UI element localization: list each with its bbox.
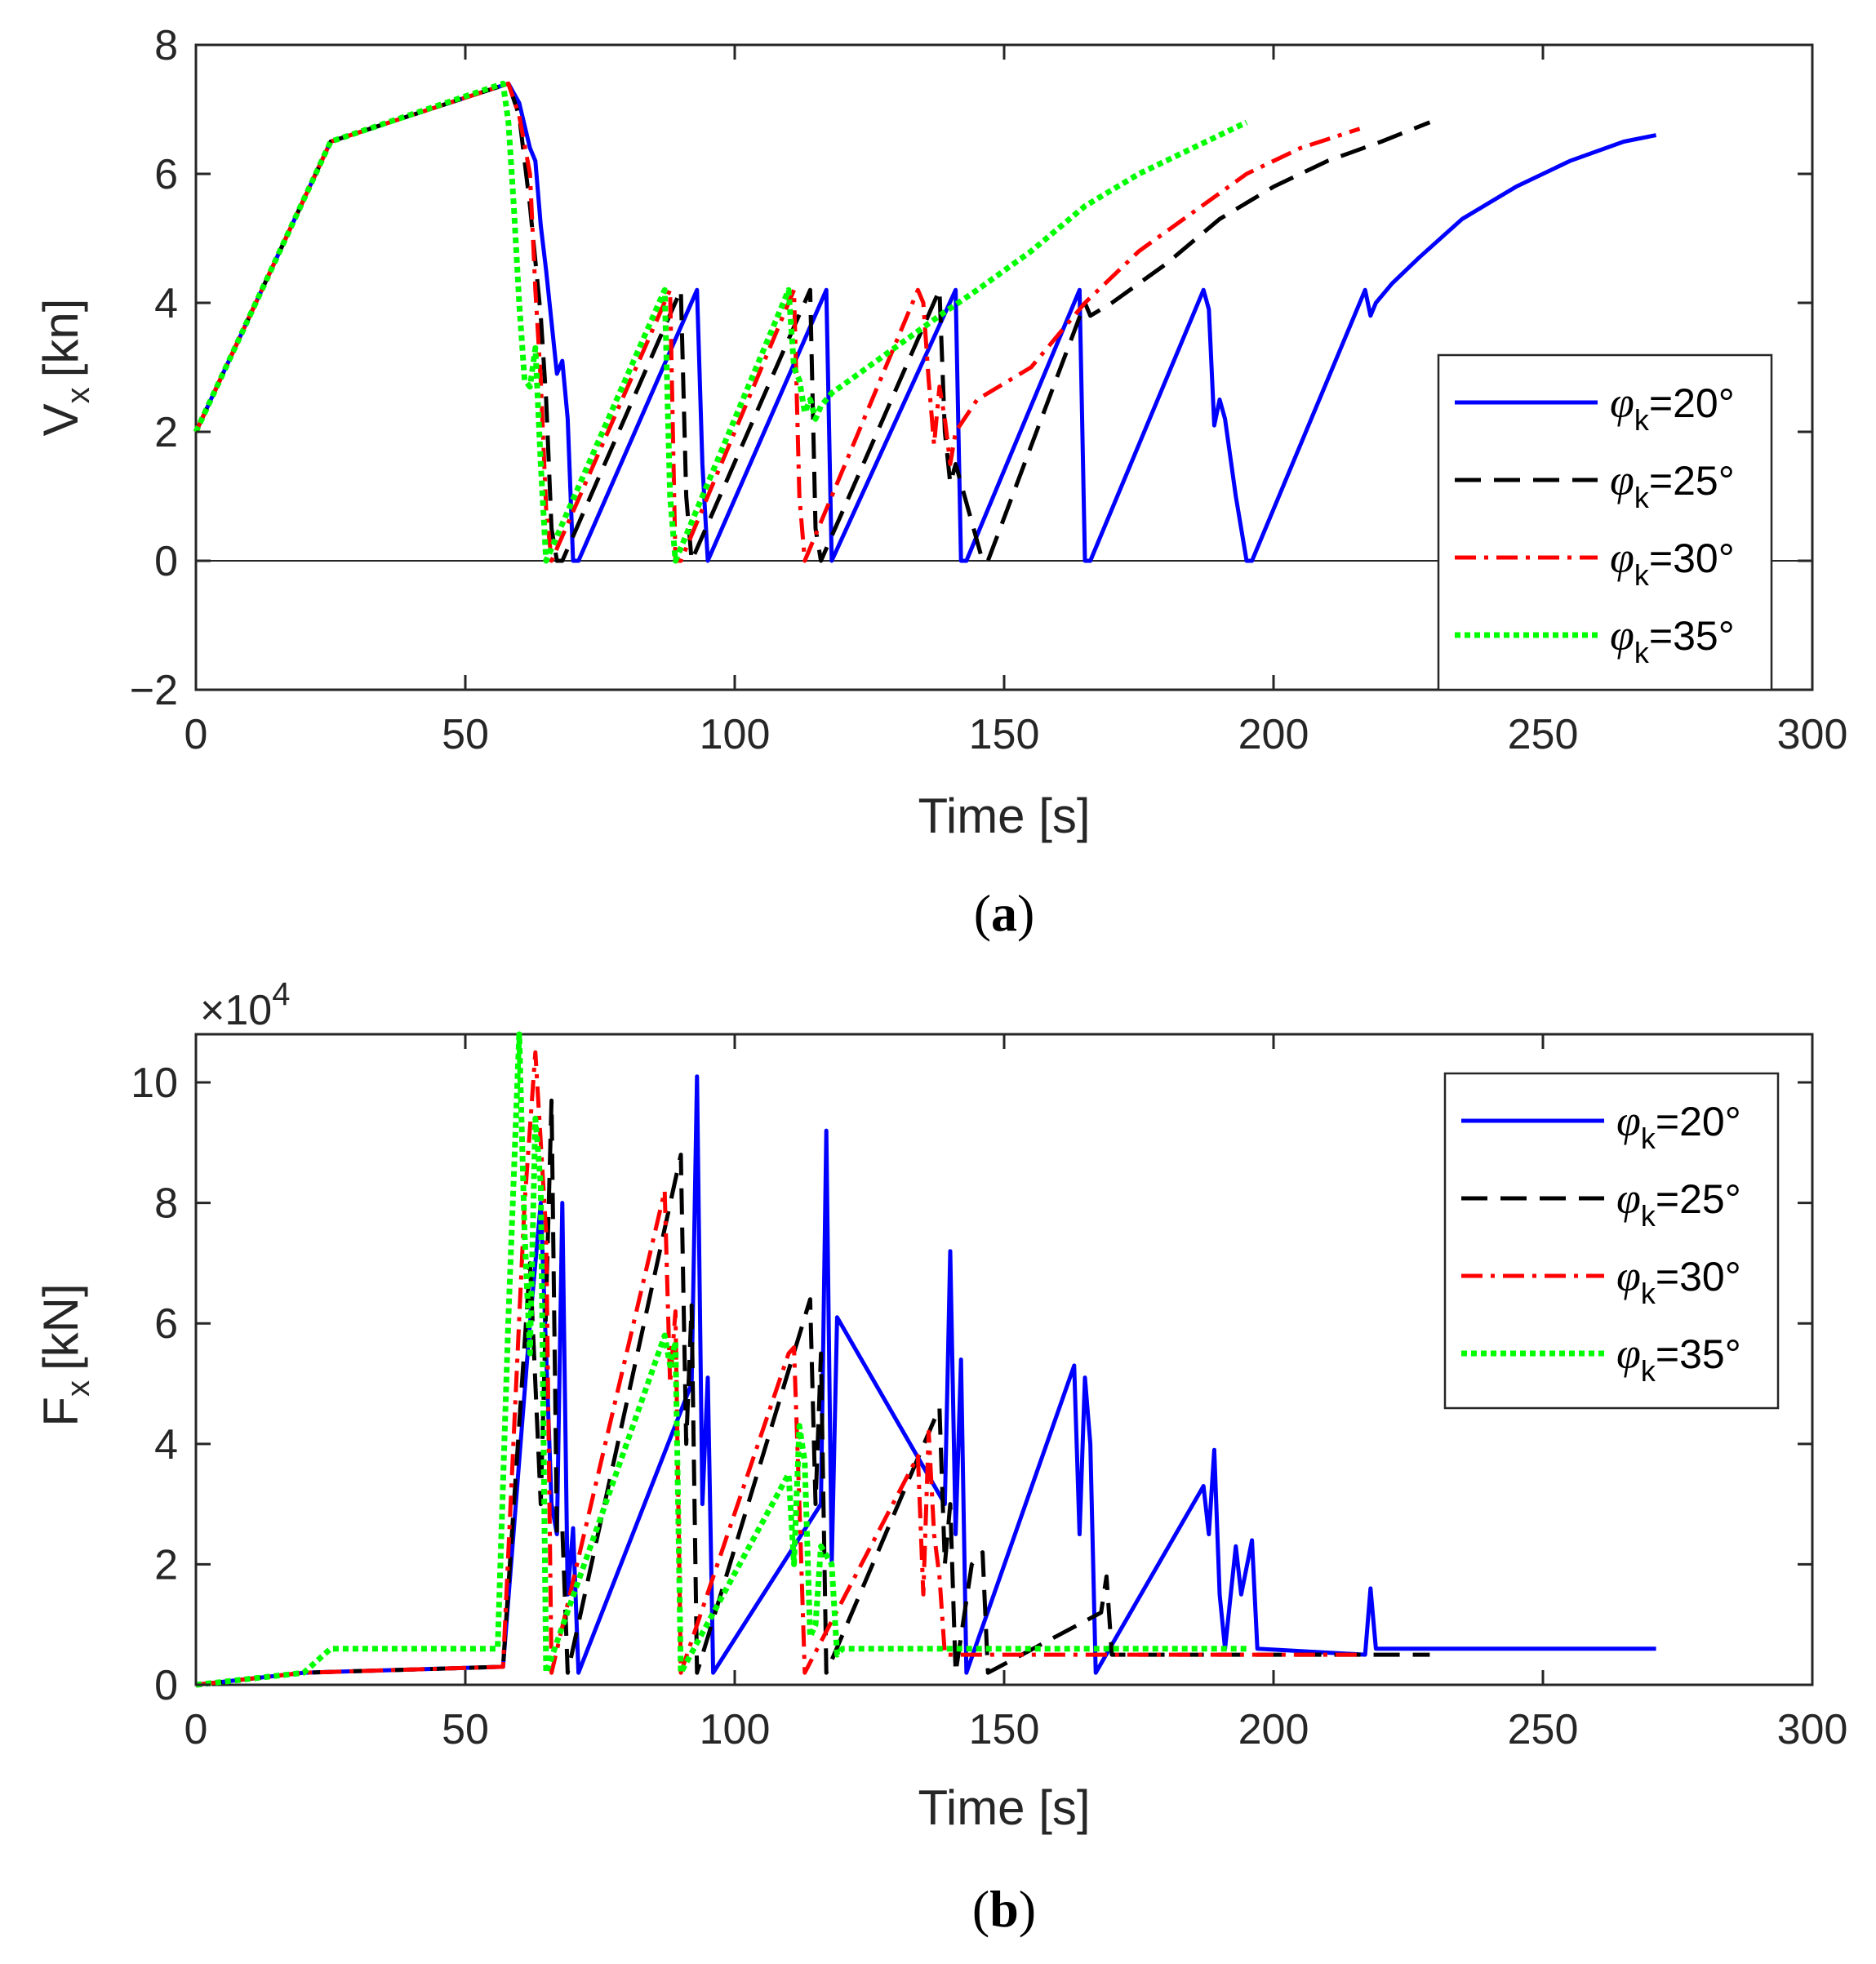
b-xtick-label: 150	[969, 1706, 1040, 1753]
a-xtick-label: 200	[1238, 711, 1309, 758]
a-series-line-2	[193, 81, 1361, 563]
a-legend-label-2: φk=30°	[1610, 533, 1735, 592]
a-ytick-label: 6	[154, 151, 178, 198]
panel-a-ylabel: Vx[kn]	[33, 299, 96, 437]
panel-a-legend: φk=20° φk=25° φk=30° φk=35°	[1437, 353, 1773, 691]
b-xtick-label: 50	[442, 1706, 489, 1753]
panel-b-legend: φk=20° φk=25° φk=30° φk=35°	[1443, 1072, 1780, 1410]
panel-a-xlabel: Time [s]	[918, 789, 1090, 843]
a-ytick-label: 4	[154, 280, 178, 327]
b-ytick-label: 6	[154, 1300, 178, 1348]
a-ytick-label: −2	[130, 667, 178, 714]
a-xtick-label: 300	[1777, 711, 1848, 758]
a-series-line-3	[193, 80, 1248, 564]
a-xtick-label: 50	[442, 711, 489, 758]
b-ytick-label: 10	[131, 1060, 178, 1107]
b-xtick-label: 0	[184, 1706, 208, 1753]
panel-a-caption: (a)	[974, 884, 1035, 942]
b-legend-label-1: φk=25°	[1616, 1174, 1741, 1233]
b-ytick-label: 0	[154, 1662, 178, 1709]
b-xtick-label: 100	[700, 1706, 771, 1753]
b-xtick-label: 200	[1238, 1706, 1309, 1753]
a-series-line-1	[193, 81, 1431, 563]
b-legend-label-2: φk=30°	[1616, 1251, 1741, 1310]
panel-b-ylabel: Fx[kN]	[33, 1283, 96, 1426]
a-legend-label-1: φk=25°	[1610, 455, 1735, 514]
panel-b-xlabel: Time [s]	[918, 1780, 1090, 1835]
b-legend-label-3: φk=35°	[1616, 1329, 1741, 1388]
b-ytick-label: 4	[154, 1421, 178, 1469]
a-series-line-0	[193, 81, 1657, 563]
a-xtick-label: 250	[1508, 711, 1579, 758]
b-legend-label-0: φk=20°	[1616, 1096, 1741, 1155]
a-legend-label-0: φk=20°	[1610, 378, 1735, 437]
a-ytick-label: 2	[154, 409, 178, 456]
b-series-line-2	[195, 1050, 1360, 1687]
a-ytick-label: 0	[154, 538, 178, 585]
panel-b: 0 50 100 150 200 250 300 0 2 4 6 8 10 ×104 Fx[kN] T…	[33, 976, 1847, 1938]
a-xtick-label: 0	[184, 711, 208, 758]
a-xtick-label: 100	[700, 711, 771, 758]
b-xtick-label: 300	[1777, 1706, 1848, 1753]
a-legend-label-3: φk=35°	[1610, 611, 1735, 669]
panel-b-multiplier: ×104	[200, 976, 290, 1034]
b-ytick-label: 8	[154, 1180, 178, 1228]
a-xtick-label: 150	[969, 711, 1040, 758]
panel-b-caption: (b)	[972, 1880, 1036, 1938]
b-xtick-label: 250	[1508, 1706, 1579, 1753]
b-ytick-label: 2	[154, 1541, 178, 1589]
b-series-line-0	[195, 1074, 1656, 1687]
b-series-line-3	[195, 1031, 1247, 1688]
a-ytick-label: 8	[154, 22, 178, 69]
